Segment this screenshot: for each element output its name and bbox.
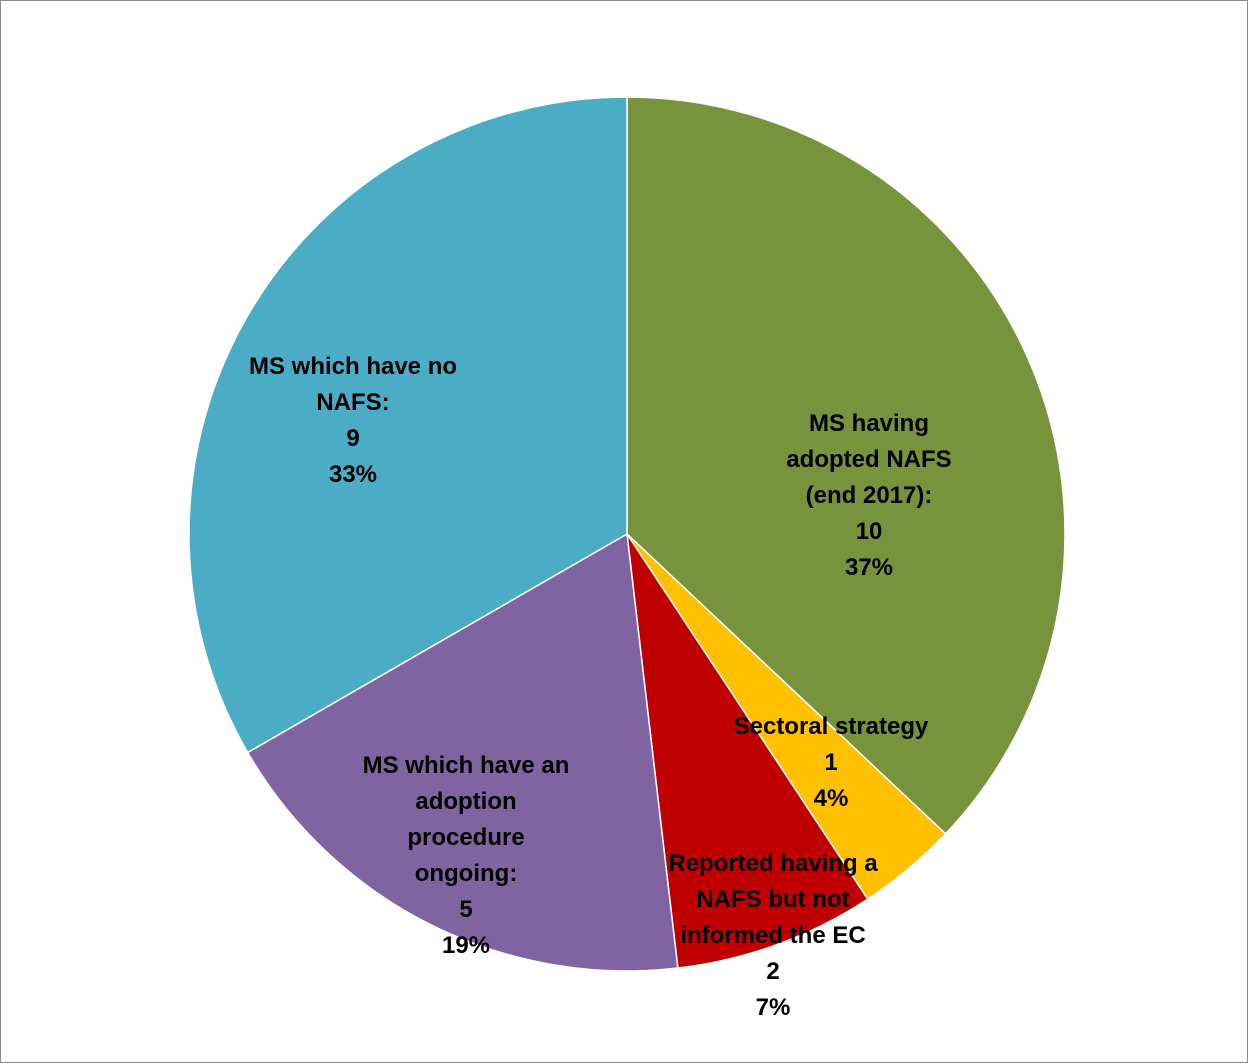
data-label-text-5-1: MS which have no xyxy=(249,353,457,380)
pie-labels: MS having adopted NAFS (end 2017): 10 37% Sec… xyxy=(249,353,952,1021)
data-label-percent-5: 33% xyxy=(329,461,377,488)
data-label-value-4: 5 xyxy=(459,896,472,923)
data-label-2: Sectoral strategy 1 4% xyxy=(734,713,929,812)
data-label-5: MS which have no NAFS: 9 33% xyxy=(249,353,457,488)
data-label-text-3-3: informed the EC xyxy=(680,922,865,949)
pie-slice-1 xyxy=(626,96,1066,835)
data-label-1: MS having adopted NAFS (end 2017): 10 37% xyxy=(786,410,951,581)
pie-slices xyxy=(188,96,1066,972)
data-label-text-3-2: NAFS but not xyxy=(696,886,849,913)
data-label-text-4-3: procedure xyxy=(407,824,524,851)
data-label-text-1-1: MS having xyxy=(809,410,929,437)
data-label-text-4-1: MS which have an xyxy=(363,752,570,779)
pie-slice-3 xyxy=(626,533,869,969)
data-label-text-5-2: NAFS: xyxy=(316,389,389,416)
data-label-3: Reported having a NAFS but not informed th… xyxy=(668,850,878,1021)
data-label-percent-4: 19% xyxy=(442,932,490,959)
data-label-text-3-1: Reported having a xyxy=(668,850,878,877)
data-label-value-1: 10 xyxy=(856,518,883,545)
data-label-value-5: 9 xyxy=(346,425,359,452)
pie-slice-5 xyxy=(188,96,628,754)
data-label-percent-2: 4% xyxy=(814,785,849,812)
data-label-value-2: 1 xyxy=(824,749,837,776)
data-label-text-4-4: ongoing: xyxy=(415,860,518,887)
data-label-text-1-3: (end 2017): xyxy=(806,482,933,509)
data-label-value-3: 2 xyxy=(766,958,779,985)
pie-slice-4 xyxy=(246,532,679,972)
data-label-text-1-2: adopted NAFS xyxy=(786,446,951,473)
data-label-percent-1: 37% xyxy=(845,554,893,581)
data-label-percent-3: 7% xyxy=(756,994,791,1021)
data-label-4: MS which have an adoption procedure ongoing… xyxy=(363,752,570,959)
data-label-text-2-1: Sectoral strategy xyxy=(734,713,929,740)
data-label-text-4-2: adoption xyxy=(415,788,516,815)
